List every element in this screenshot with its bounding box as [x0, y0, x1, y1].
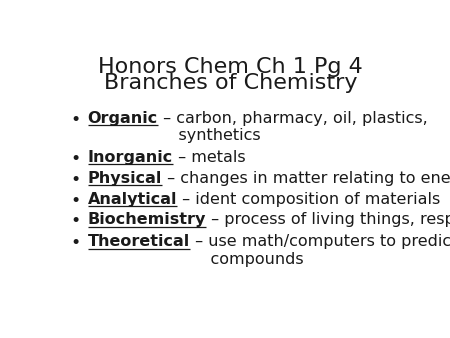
Text: Physical: Physical [88, 171, 162, 186]
Text: Theoretical: Theoretical [88, 235, 190, 249]
Text: Honors Chem Ch 1 Pg 4: Honors Chem Ch 1 Pg 4 [98, 57, 363, 77]
Text: Biochemistry: Biochemistry [88, 212, 206, 227]
Text: •: • [70, 111, 81, 129]
Text: •: • [70, 150, 81, 168]
Text: Branches of Chemistry: Branches of Chemistry [104, 73, 357, 93]
Text: – process of living things, resp: – process of living things, resp [206, 212, 450, 227]
Text: – carbon, pharmacy, oil, plastics,
    synthetics: – carbon, pharmacy, oil, plastics, synth… [158, 111, 428, 143]
Text: – metals: – metals [173, 150, 246, 165]
Text: – changes in matter relating to energy: – changes in matter relating to energy [162, 171, 450, 186]
Text: •: • [70, 235, 81, 252]
Text: Organic: Organic [88, 111, 158, 126]
Text: – ident composition of materials: – ident composition of materials [177, 192, 441, 207]
Text: – use math/computers to predict new
    compounds: – use math/computers to predict new comp… [190, 235, 450, 267]
Text: Analytical: Analytical [88, 192, 177, 207]
Text: Inorganic: Inorganic [88, 150, 173, 165]
Text: •: • [70, 171, 81, 189]
Text: •: • [70, 212, 81, 230]
Text: •: • [70, 192, 81, 210]
